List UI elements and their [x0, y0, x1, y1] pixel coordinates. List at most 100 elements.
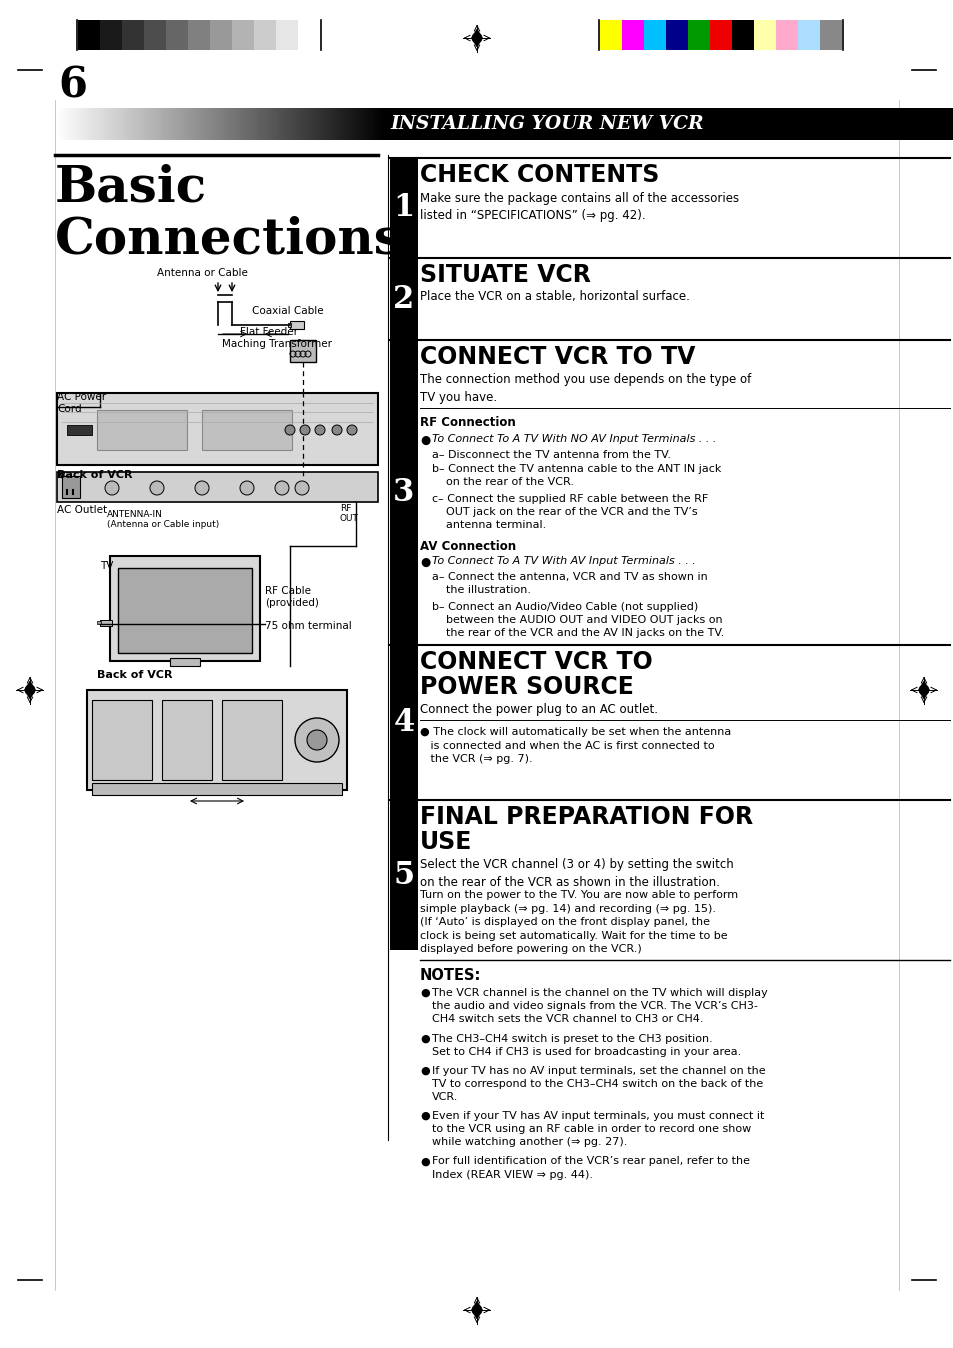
- Bar: [775, 20, 797, 50]
- Text: 2: 2: [393, 283, 415, 314]
- Bar: [190, 108, 193, 140]
- Bar: [264, 108, 267, 140]
- Bar: [57, 472, 377, 501]
- Bar: [390, 158, 417, 257]
- Text: NOTES:: NOTES:: [419, 968, 481, 983]
- Bar: [296, 108, 300, 140]
- Bar: [379, 108, 382, 140]
- Text: ●: ●: [419, 1111, 429, 1122]
- Bar: [217, 108, 220, 140]
- Bar: [327, 108, 330, 140]
- Text: ANTENNA-IN
(Antenna or Cable input): ANTENNA-IN (Antenna or Cable input): [107, 510, 219, 530]
- Bar: [294, 108, 297, 140]
- Text: 4: 4: [393, 706, 415, 737]
- Bar: [165, 108, 168, 140]
- Bar: [166, 20, 188, 50]
- Bar: [247, 108, 251, 140]
- Bar: [66, 108, 70, 140]
- Bar: [181, 108, 185, 140]
- Bar: [74, 108, 77, 140]
- Bar: [253, 108, 256, 140]
- Text: CONNECT VCR TO
POWER SOURCE: CONNECT VCR TO POWER SOURCE: [419, 650, 652, 700]
- Text: Even if your TV has AV input terminals, you must connect it
to the VCR using an : Even if your TV has AV input terminals, …: [432, 1111, 763, 1147]
- Bar: [687, 20, 709, 50]
- Bar: [57, 394, 377, 465]
- Text: AV Connection: AV Connection: [419, 541, 516, 553]
- Bar: [134, 108, 138, 140]
- Text: The connection method you use depends on the type of
TV you have.: The connection method you use depends on…: [419, 373, 750, 403]
- Text: CONNECT VCR TO TV: CONNECT VCR TO TV: [419, 345, 695, 369]
- Text: 75 ohm terminal: 75 ohm terminal: [265, 621, 352, 631]
- Bar: [210, 20, 232, 50]
- Circle shape: [307, 731, 327, 749]
- Bar: [71, 108, 74, 140]
- Text: ●: ●: [419, 434, 430, 448]
- Circle shape: [299, 425, 310, 435]
- Bar: [242, 108, 245, 140]
- Bar: [390, 799, 417, 950]
- Bar: [267, 108, 270, 140]
- Bar: [232, 20, 253, 50]
- Bar: [363, 108, 366, 140]
- Bar: [87, 690, 347, 790]
- Bar: [193, 108, 195, 140]
- Bar: [368, 108, 372, 140]
- Bar: [173, 108, 176, 140]
- Text: TV: TV: [100, 561, 113, 572]
- Bar: [599, 20, 621, 50]
- Bar: [250, 108, 253, 140]
- Bar: [324, 108, 328, 140]
- Bar: [355, 108, 357, 140]
- Bar: [286, 108, 289, 140]
- Bar: [91, 700, 152, 780]
- Bar: [107, 108, 111, 140]
- Text: The CH3–CH4 switch is preset to the CH3 position.
Set to CH4 if CH3 is used for : The CH3–CH4 switch is preset to the CH3 …: [432, 1034, 740, 1057]
- Text: INSTALLING YOUR NEW VCR: INSTALLING YOUR NEW VCR: [390, 115, 703, 133]
- Bar: [314, 108, 316, 140]
- Bar: [127, 108, 130, 140]
- Bar: [159, 108, 163, 140]
- Bar: [77, 108, 80, 140]
- Text: To Connect To A TV With NO AV Input Terminals . . .: To Connect To A TV With NO AV Input Term…: [432, 434, 716, 443]
- Circle shape: [347, 425, 356, 435]
- Bar: [118, 568, 252, 652]
- Circle shape: [294, 718, 338, 762]
- Text: 3: 3: [393, 477, 415, 508]
- Bar: [382, 108, 385, 140]
- Bar: [374, 108, 376, 140]
- Bar: [346, 108, 350, 140]
- Text: c– Connect the supplied RF cable between the RF
    OUT jack on the rear of the : c– Connect the supplied RF cable between…: [432, 493, 707, 530]
- Bar: [274, 108, 278, 140]
- Bar: [289, 108, 292, 140]
- Bar: [308, 108, 311, 140]
- Bar: [100, 20, 122, 50]
- Bar: [140, 108, 143, 140]
- Text: Turn on the power to the TV. You are now able to perform
simple playback (⇒ pg. : Turn on the power to the TV. You are now…: [419, 890, 738, 954]
- Polygon shape: [472, 30, 481, 47]
- Bar: [272, 108, 275, 140]
- Bar: [214, 108, 217, 140]
- Text: Connect the power plug to an AC outlet.: Connect the power plug to an AC outlet.: [419, 704, 658, 716]
- Bar: [149, 108, 152, 140]
- Text: If your TV has no AV input terminals, set the channel on the
TV to correspond to: If your TV has no AV input terminals, se…: [432, 1065, 765, 1101]
- Text: Place the VCR on a stable, horizontal surface.: Place the VCR on a stable, horizontal su…: [419, 290, 689, 303]
- Bar: [318, 108, 322, 140]
- Bar: [115, 108, 118, 140]
- Bar: [222, 700, 282, 780]
- Bar: [390, 340, 417, 644]
- Bar: [200, 108, 204, 140]
- Text: a– Disconnect the TV antenna from the TV.: a– Disconnect the TV antenna from the TV…: [432, 450, 670, 460]
- Bar: [162, 700, 212, 780]
- Bar: [187, 108, 190, 140]
- Text: 1: 1: [393, 193, 415, 224]
- Bar: [277, 108, 281, 140]
- Text: Back of VCR: Back of VCR: [97, 670, 172, 679]
- Bar: [137, 108, 141, 140]
- Text: FINAL PREPARATION FOR
USE: FINAL PREPARATION FOR USE: [419, 805, 752, 853]
- Text: 5: 5: [393, 860, 415, 891]
- Bar: [643, 20, 665, 50]
- Circle shape: [194, 481, 209, 495]
- Bar: [105, 108, 108, 140]
- Text: Make sure the package contains all of the accessories
listed in “SPECIFICATIONS”: Make sure the package contains all of th…: [419, 191, 739, 222]
- Bar: [60, 108, 64, 140]
